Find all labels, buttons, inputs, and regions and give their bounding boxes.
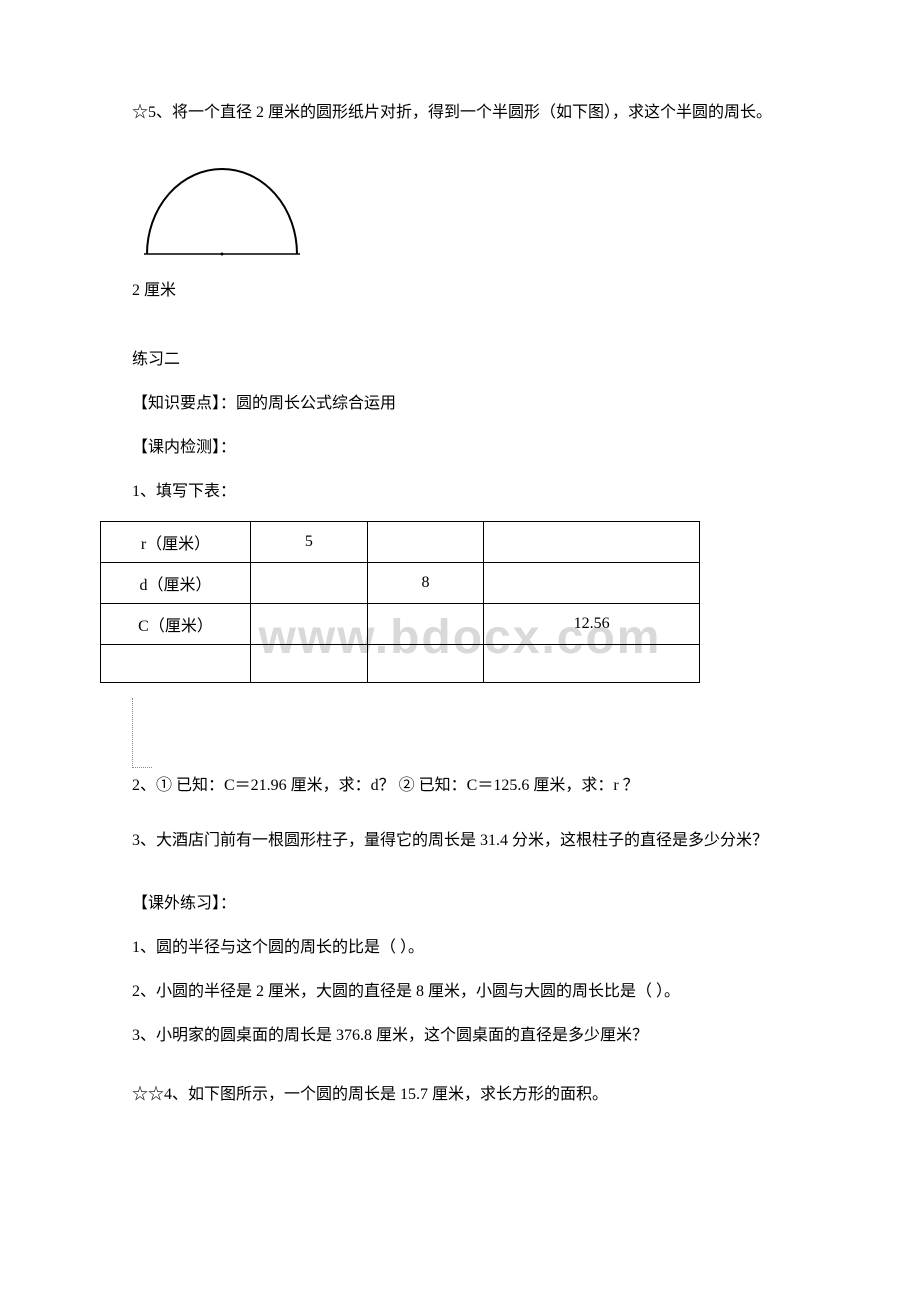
knowledge-heading: 【知识要点】：圆的周长公式综合运用 (100, 389, 820, 413)
table-cell (484, 562, 700, 603)
dotted-box (132, 698, 152, 768)
out-q2: 2、小圆的半径是 2 厘米，大圆的直径是 8 厘米，小圆与大圆的周长比是（ ）。 (100, 977, 820, 1001)
semicircle-diagram (132, 146, 820, 266)
table-cell (367, 521, 484, 562)
table-cell (367, 644, 484, 682)
q5-text: ☆5、将一个直径 2 厘米的圆形纸片对折，得到一个半圆形（如下图），求这个半圆的… (100, 100, 820, 126)
out-q3: 3、小明家的圆桌面的周长是 376.8 厘米，这个圆桌面的直径是多少厘米？ (100, 1021, 820, 1045)
table-cell-label (101, 644, 251, 682)
table-cell-label: r（厘米） (101, 521, 251, 562)
table-cell (367, 603, 484, 644)
q1-label: 1、填写下表： (100, 477, 820, 501)
q2-text: 2、① 已知：C＝21.96 厘米，求：d？ ② 已知：C＝125.6 厘米，求… (132, 773, 820, 799)
table-cell (484, 644, 700, 682)
data-table: r（厘米） 5 d（厘米） 8 C（厘米） 12.56 (100, 521, 700, 683)
inclass-heading: 【课内检测】： (100, 433, 820, 457)
table-cell: 12.56 (484, 603, 700, 644)
table-cell (251, 644, 368, 682)
document-body: ☆5、将一个直径 2 厘米的圆形纸片对折，得到一个半圆形（如下图），求这个半圆的… (100, 100, 820, 1104)
table-row (101, 644, 700, 682)
table-row: r（厘米） 5 (101, 521, 700, 562)
table-cell (484, 521, 700, 562)
table-cell (251, 562, 368, 603)
table-cell-label: d（厘米） (101, 562, 251, 603)
table-row: C（厘米） 12.56 (101, 603, 700, 644)
table-cell: 8 (367, 562, 484, 603)
semicircle-svg (132, 146, 312, 261)
q3-text: 3、大酒店门前有一根圆形柱子，量得它的周长是 31.4 分米，这根柱子的直径是多… (100, 828, 820, 854)
table-row: d（厘米） 8 (101, 562, 700, 603)
practice2-title: 练习二 (100, 345, 820, 369)
semicircle-label: 2 厘米 (132, 276, 820, 300)
outclass-heading: 【课外练习】： (100, 889, 820, 913)
out-q1: 1、圆的半径与这个圆的周长的比是（ ）。 (100, 933, 820, 957)
table-cell (251, 603, 368, 644)
table-cell-label: C（厘米） (101, 603, 251, 644)
table-cell: 5 (251, 521, 368, 562)
out-q4: ☆☆4、如下图所示，一个圆的周长是 15.7 厘米，求长方形的面积。 (100, 1080, 820, 1104)
